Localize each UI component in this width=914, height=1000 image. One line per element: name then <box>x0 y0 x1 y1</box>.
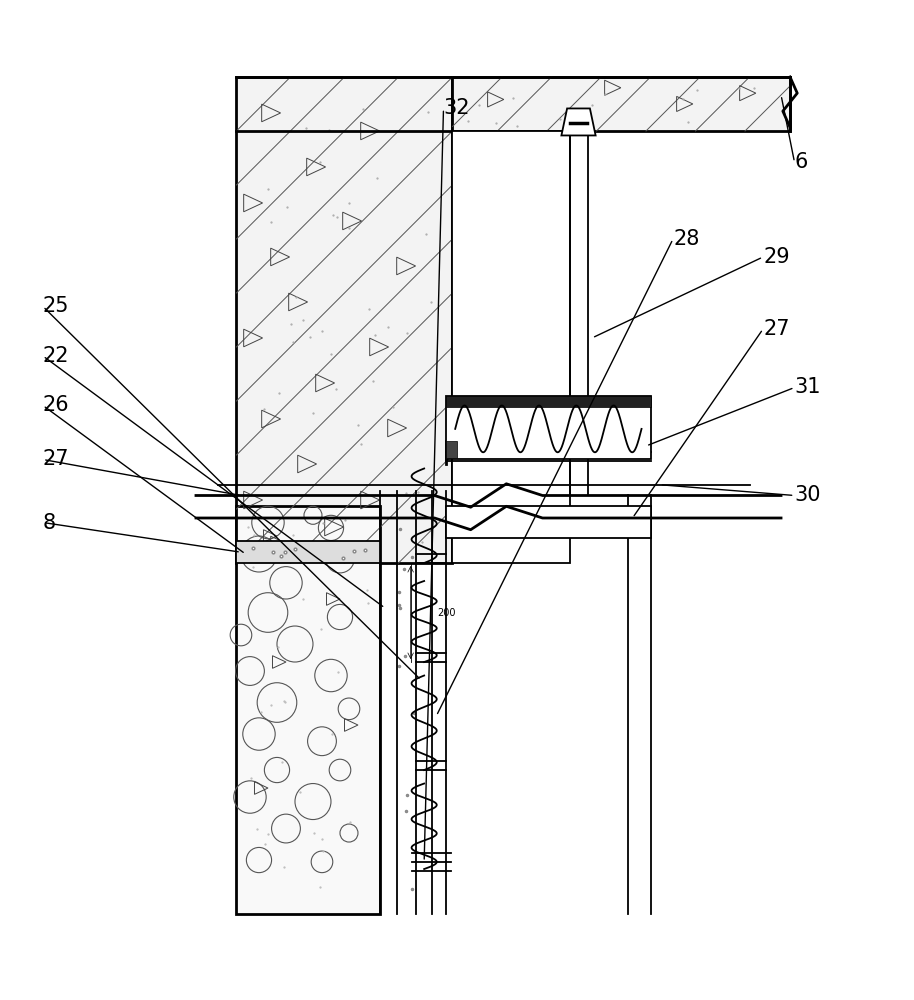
Text: 27: 27 <box>763 319 790 339</box>
Bar <box>237 77 452 563</box>
Text: 6: 6 <box>794 152 808 172</box>
Text: 29: 29 <box>763 247 790 267</box>
Text: 31: 31 <box>794 377 821 397</box>
Bar <box>452 77 790 131</box>
Bar <box>446 441 457 458</box>
Text: 22: 22 <box>43 346 69 366</box>
Bar <box>452 131 569 563</box>
Text: 26: 26 <box>43 395 69 415</box>
Polygon shape <box>561 108 596 135</box>
Text: 32: 32 <box>443 98 470 118</box>
Text: 200: 200 <box>438 608 456 618</box>
Bar <box>446 396 651 459</box>
Text: 28: 28 <box>673 229 699 249</box>
Bar <box>446 506 651 538</box>
Bar <box>237 541 380 563</box>
Text: 30: 30 <box>794 485 821 505</box>
Bar <box>237 506 380 914</box>
Bar <box>446 396 651 407</box>
Text: 8: 8 <box>43 513 56 533</box>
Text: 27: 27 <box>43 449 69 469</box>
Text: 25: 25 <box>43 296 69 316</box>
